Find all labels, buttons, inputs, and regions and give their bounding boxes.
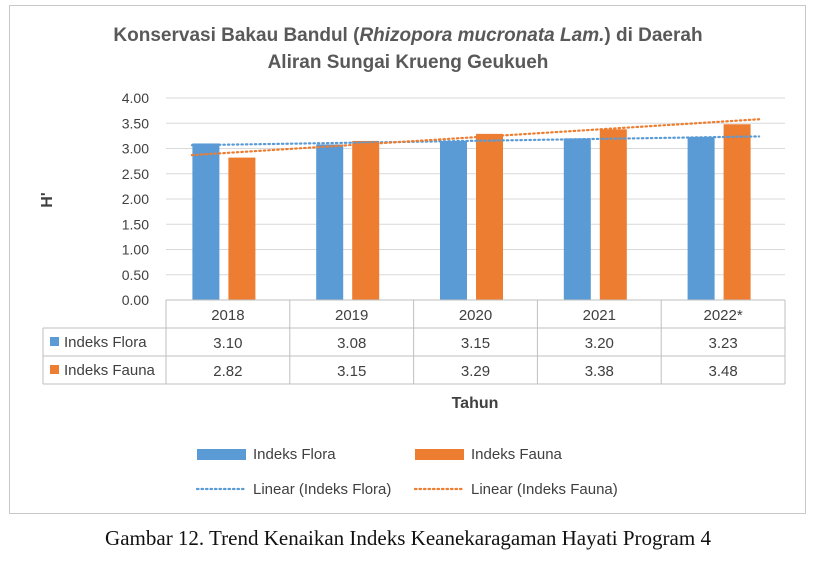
y-tick-label: 2.50 — [122, 166, 149, 182]
legend-trend-fauna-label: Linear (Indeks Fauna) — [471, 481, 618, 498]
legend-flora-label: Indeks Flora — [253, 446, 336, 463]
table-legend-key-fauna — [50, 365, 59, 374]
table-value: 3.38 — [585, 363, 614, 380]
table-value: 3.08 — [337, 335, 366, 352]
chart-title-line-2: Aliran Sungai Krueng Geukueh — [268, 52, 549, 73]
table-legend-key-flora — [50, 337, 59, 346]
x-category-label: 2022* — [703, 307, 742, 324]
x-axis-label: Tahun — [452, 395, 499, 412]
table-value: 3.15 — [337, 363, 366, 380]
y-axis-label: H' — [39, 192, 56, 207]
bar-fauna — [228, 157, 256, 300]
bar-flora — [687, 136, 715, 300]
table-series-label: Indeks Flora — [64, 334, 147, 351]
y-tick-label: 1.50 — [122, 216, 149, 232]
trendline-flora — [190, 135, 761, 147]
bar-flora — [563, 138, 591, 300]
legend-flora-key — [197, 449, 246, 460]
legend-trend-flora-label: Linear (Indeks Flora) — [253, 481, 391, 498]
legend-fauna-label: Indeks Fauna — [471, 446, 563, 463]
table-value: 3.15 — [461, 335, 490, 352]
table-series-label: Indeks Fauna — [64, 362, 156, 379]
legend-fauna-key — [415, 449, 464, 460]
y-tick-label: 2.00 — [122, 191, 149, 207]
y-tick-label: 0.00 — [122, 292, 149, 308]
table-value: 3.20 — [585, 335, 614, 352]
y-tick-label: 1.00 — [122, 242, 149, 258]
bar-fauna — [599, 129, 627, 300]
bar-fauna — [476, 133, 503, 300]
x-category-label: 2019 — [335, 307, 368, 324]
figure-caption: Gambar 12. Trend Kenaikan Indeks Keaneka… — [105, 526, 711, 550]
y-tick-label: 3.00 — [122, 141, 149, 157]
bar-fauna — [723, 124, 751, 300]
chart: Konservasi Bakau Bandul (Rhizopora mucro… — [39, 25, 786, 498]
y-tick-label: 0.50 — [122, 267, 149, 283]
table-value: 3.48 — [708, 363, 737, 380]
table-value: 3.10 — [213, 335, 242, 352]
y-tick-label: 3.50 — [122, 115, 149, 131]
trendline-fauna — [190, 118, 761, 157]
table-value: 2.82 — [213, 363, 242, 380]
bar-flora — [192, 143, 220, 300]
x-category-label: 2020 — [459, 307, 492, 324]
table-value: 3.29 — [461, 363, 490, 380]
chart-frame — [9, 5, 806, 514]
x-category-label: 2021 — [583, 307, 616, 324]
x-category-label: 2018 — [211, 307, 244, 324]
chart-title-line-1: Konservasi Bakau Bandul (Rhizopora mucro… — [113, 25, 702, 46]
y-tick-label: 4.00 — [122, 90, 149, 106]
bar-flora — [316, 144, 344, 300]
bar-fauna — [352, 140, 380, 300]
bar-flora — [440, 140, 467, 300]
table-value: 3.23 — [708, 335, 737, 352]
